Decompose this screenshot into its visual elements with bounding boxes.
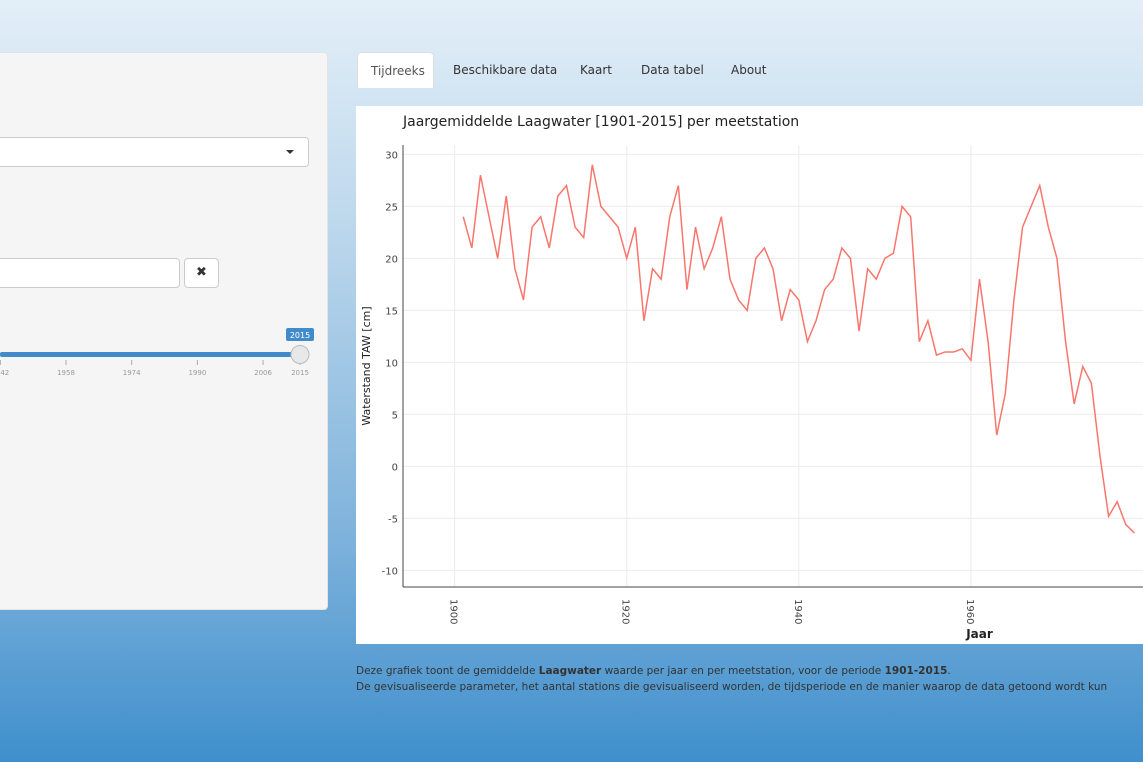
x-tick-label: 1900	[448, 599, 459, 624]
y-tick-label: 5	[392, 410, 398, 421]
y-tick-label: 0	[392, 462, 398, 473]
tab[interactable]: About	[731, 63, 767, 77]
slider-handle	[290, 345, 310, 364]
y-tick-label: 25	[385, 202, 398, 213]
description: Deze grafiek toont de gemiddelde Laagwat…	[356, 663, 1107, 695]
x-tick-label: 1920	[620, 599, 631, 624]
y-tick-label: 15	[385, 306, 398, 317]
chart-title: Jaargemiddelde Laagwater [1901-2015] per…	[402, 114, 799, 130]
dropdown[interactable]	[0, 137, 309, 167]
y-axis-label: Waterstand TAW [cm]	[360, 306, 373, 425]
description-text: waarde per jaar en per meetstation, voor…	[601, 665, 885, 677]
y-tick-label: 10	[385, 358, 398, 369]
y-tick-label: -5	[388, 514, 398, 525]
slider-tick-label: 1990	[188, 369, 206, 377]
slider-tick-label: 1942	[0, 369, 9, 377]
description-text: 1901-2015	[884, 665, 948, 677]
y-tick-label: 30	[385, 150, 398, 161]
description-line: De gevisualiseerde parameter, het aantal…	[356, 681, 1108, 693]
slider-value-bg	[286, 328, 314, 341]
description-text: Deze grafiek toont de gemiddelde	[356, 665, 539, 677]
slider-tick-label: 2006	[254, 369, 272, 377]
slider-value: 2015	[290, 331, 310, 340]
y-tick-label: 20	[385, 254, 398, 265]
year-slider[interactable]: 1942 1958 1974 1990 2006 2015 2015	[0, 320, 328, 380]
description-text: Laagwater	[538, 665, 602, 677]
x-tick-label: 1940	[792, 599, 803, 624]
tab[interactable]: Kaart	[580, 63, 613, 77]
tab[interactable]: Data tabel	[641, 63, 704, 77]
data-line	[462, 164, 1135, 534]
tab[interactable]: Beschikbare data	[453, 63, 558, 77]
slider-tick-label: 2015	[291, 369, 309, 377]
slider-tick-label: 1974	[123, 369, 141, 377]
slider-track	[0, 352, 300, 357]
x-tick-label: 1960	[964, 599, 975, 624]
chart: Jaargemiddelde Laagwater [1901-2015] per…	[356, 106, 1143, 644]
description-line: Deze grafiek toont de gemiddelde Laagwat…	[356, 663, 1107, 679]
dropdown-caret	[286, 150, 294, 154]
text-input[interactable]	[0, 258, 180, 288]
clear-button[interactable]: ✖	[184, 258, 219, 288]
slider-tick-label: 1958	[57, 369, 75, 377]
chart-background	[356, 106, 1143, 644]
description-text: .	[947, 665, 951, 677]
tab[interactable]: Tijdreeks	[357, 52, 434, 88]
x-axis-label: Jaar	[965, 627, 993, 641]
y-tick-label: -10	[382, 566, 398, 577]
